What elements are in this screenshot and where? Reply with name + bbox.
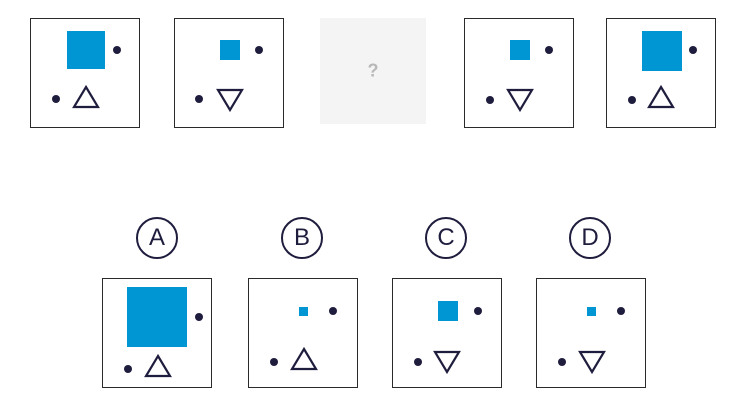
triangle-up-icon xyxy=(144,353,172,378)
triangle-down-icon xyxy=(578,350,606,375)
triangle-down-icon xyxy=(506,88,534,113)
dot-lower-left xyxy=(558,358,566,366)
blue-square-medium xyxy=(510,40,530,60)
option-a-tile[interactable] xyxy=(102,278,212,388)
option-b-tile[interactable] xyxy=(248,278,358,388)
dot-lower-left xyxy=(124,365,132,373)
dot-upper-right xyxy=(255,46,263,54)
dot-upper-right xyxy=(617,307,625,315)
option-b-label[interactable]: B xyxy=(281,217,323,259)
question-mark: ? xyxy=(367,60,379,81)
option-c-tile[interactable] xyxy=(392,278,502,388)
blue-square-medium xyxy=(438,301,458,321)
dot-upper-right xyxy=(195,313,203,321)
dot-upper-right xyxy=(329,307,337,315)
option-d-label[interactable]: D xyxy=(569,217,611,259)
blue-square-large xyxy=(67,31,105,69)
triangle-up-icon xyxy=(647,84,675,109)
blue-square-medium xyxy=(220,40,240,60)
blue-square-small xyxy=(587,307,596,316)
dot-lower-left xyxy=(52,95,60,103)
dot-lower-left xyxy=(195,95,203,103)
dot-upper-right xyxy=(113,46,121,54)
missing-tile: ? xyxy=(320,18,426,124)
sequence-tile-4 xyxy=(464,18,574,128)
dot-upper-right xyxy=(689,46,697,54)
dot-lower-left xyxy=(414,358,422,366)
blue-square-small xyxy=(299,307,308,316)
blue-square-large xyxy=(642,31,682,71)
option-d-tile[interactable] xyxy=(536,278,646,388)
option-a-label[interactable]: A xyxy=(136,217,178,259)
blue-square-extra-large xyxy=(127,287,187,347)
dot-lower-left xyxy=(270,358,278,366)
dot-upper-right xyxy=(474,307,482,315)
dot-lower-left xyxy=(628,96,636,104)
sequence-tile-1 xyxy=(30,18,140,128)
triangle-down-icon xyxy=(433,350,461,375)
option-c-label[interactable]: C xyxy=(425,217,467,259)
dot-upper-right xyxy=(545,46,553,54)
triangle-up-icon xyxy=(290,346,318,371)
triangle-up-icon xyxy=(72,84,100,109)
sequence-tile-5 xyxy=(606,18,716,128)
sequence-tile-2 xyxy=(174,18,284,128)
dot-lower-left xyxy=(486,96,494,104)
triangle-down-icon xyxy=(216,88,244,113)
